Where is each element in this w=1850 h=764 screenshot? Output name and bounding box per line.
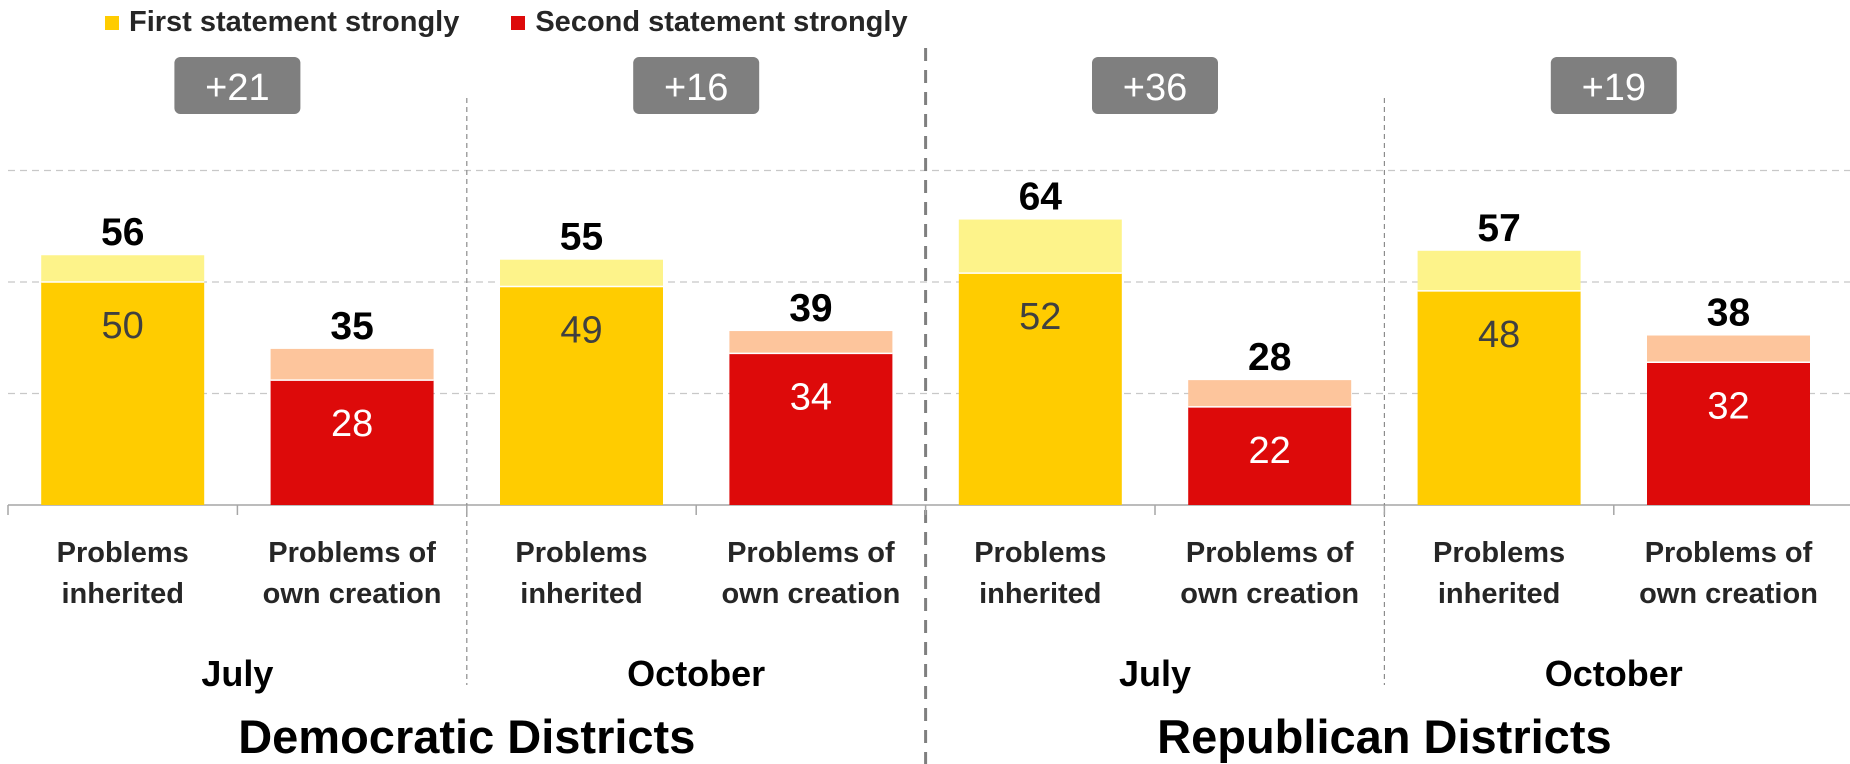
bar-total-label: 57: [1477, 207, 1520, 250]
difference-badge-label: +19: [1582, 67, 1646, 109]
bar-total-segment: [958, 219, 1122, 274]
bar-total-segment: [1188, 380, 1352, 407]
category-label: Problems inherited: [515, 537, 647, 610]
bar-strongly-label: 52: [1019, 296, 1061, 338]
legend-swatch-second: [511, 15, 526, 30]
bar-strongly-label: 32: [1707, 385, 1749, 427]
bar-strongly-segment: [1417, 290, 1581, 505]
bar-strongly-segment: [500, 286, 663, 505]
category-label: Problems inherited: [57, 537, 189, 610]
bar-strongly-segment: [1647, 362, 1810, 505]
category-label: Problems of own creation: [721, 537, 900, 610]
difference-badge: [1092, 57, 1218, 114]
bar-strongly-label: 50: [102, 305, 144, 347]
bar-total-segment: [41, 255, 205, 282]
bar-total-segment: [500, 259, 663, 287]
category-label: Problems of own creation: [1639, 537, 1818, 610]
legend: First statement strongly Second statemen…: [105, 6, 908, 39]
legend-item-second: Second statement strongly: [511, 6, 908, 39]
period-label: July: [1119, 653, 1191, 694]
difference-badge: [1550, 57, 1677, 114]
period-label: October: [1545, 653, 1683, 694]
bar-strongly-segment: [270, 380, 434, 505]
legend-label-first: First statement strongly: [129, 6, 460, 38]
legend-item-first: First statement strongly: [105, 6, 459, 39]
legend-label-second: Second statement strongly: [535, 6, 908, 38]
bar-total-label: 38: [1707, 292, 1750, 335]
group-label: Democratic Districts: [238, 710, 695, 763]
category-label: Problems of own creation: [1180, 537, 1359, 610]
bar-strongly-label: 34: [790, 376, 832, 418]
difference-badge: [174, 57, 301, 114]
bar-strongly-segment: [729, 353, 893, 505]
bar-total-label: 56: [101, 211, 144, 254]
period-label: October: [627, 653, 765, 694]
difference-badge-label: +36: [1123, 67, 1187, 109]
bar-total-segment: [270, 348, 434, 381]
difference-badge: [633, 57, 760, 114]
bar-strongly-segment: [41, 282, 205, 505]
bar-total-segment: [1417, 250, 1581, 291]
difference-badge-label: +21: [205, 67, 269, 109]
category-label: Problems inherited: [974, 537, 1106, 610]
bar-total-label: 55: [560, 216, 603, 259]
bar-total-segment: [1647, 335, 1810, 363]
bar-total-label: 39: [789, 287, 832, 330]
bar-strongly-label: 49: [560, 309, 602, 351]
legend-swatch-first: [105, 15, 119, 30]
category-label: Problems inherited: [1433, 537, 1565, 610]
bar-total-label: 64: [1019, 176, 1063, 219]
bar-total-label: 28: [1248, 336, 1291, 379]
difference-badge-label: +16: [664, 67, 728, 109]
bar-strongly-segment: [1188, 406, 1352, 505]
bar-total-label: 35: [330, 305, 373, 348]
bar-strongly-segment: [958, 273, 1122, 505]
bar-strongly-label: 22: [1249, 430, 1291, 472]
bar-strongly-label: 28: [331, 403, 373, 445]
bar-total-segment: [729, 331, 893, 354]
group-label: Republican Districts: [1157, 710, 1611, 763]
category-label: Problems of own creation: [263, 537, 442, 610]
period-label: July: [201, 653, 273, 694]
bar-strongly-label: 48: [1478, 314, 1520, 356]
